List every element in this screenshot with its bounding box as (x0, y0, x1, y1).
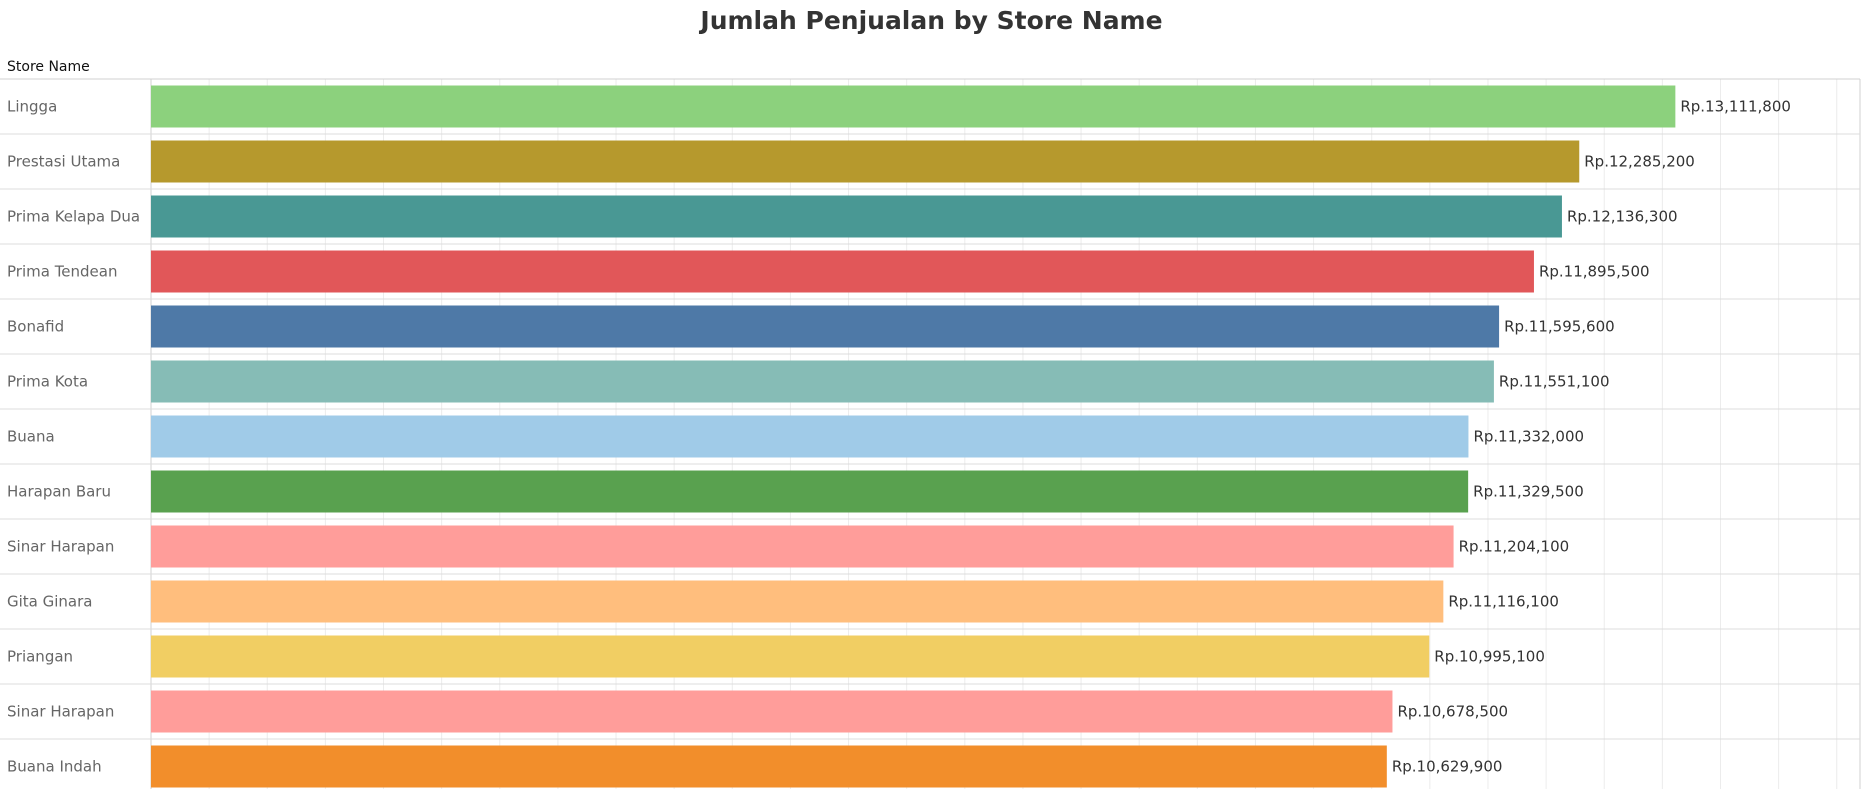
value-label: Rp.11,551,100 (1499, 373, 1610, 391)
bar[interactable] (151, 470, 1469, 513)
labels: Lingga Rp.13,111,800 Prestasi Utama Rp.12,2… (7, 98, 1791, 776)
row-dividers (0, 78, 1861, 789)
bar[interactable] (151, 305, 1500, 348)
value-label: Rp.11,204,100 (1459, 538, 1570, 556)
category-label: Buana Indah (7, 758, 102, 776)
bars (151, 85, 1676, 788)
row-header-label: Store Name (7, 59, 90, 75)
value-label: Rp.11,895,500 (1539, 263, 1650, 281)
chart-title: Jumlah Penjualan by Store Name (700, 6, 1163, 35)
value-label: Rp.11,332,000 (1473, 428, 1584, 446)
category-label: Bonafid (7, 318, 64, 336)
bar[interactable] (151, 360, 1494, 403)
category-label: Gita Ginara (7, 593, 92, 611)
value-label: Rp.11,595,600 (1504, 318, 1615, 336)
value-label: Rp.10,995,100 (1434, 648, 1545, 666)
category-label: Prima Tendean (7, 263, 118, 281)
category-label: Prima Kota (7, 373, 88, 391)
bar[interactable] (151, 525, 1454, 568)
bar[interactable] (151, 690, 1393, 733)
category-label: Sinar Harapan (7, 703, 114, 721)
category-label: Sinar Harapan (7, 538, 114, 556)
value-label: Rp.11,329,500 (1473, 483, 1584, 501)
category-label: Buana (7, 428, 55, 446)
bar[interactable] (151, 195, 1562, 238)
category-label: Prima Kelapa Dua (7, 208, 140, 226)
bar[interactable] (151, 745, 1387, 788)
value-label: Rp.12,285,200 (1584, 153, 1695, 171)
value-label: Rp.10,678,500 (1397, 703, 1508, 721)
value-label: Rp.10,629,900 (1392, 758, 1503, 776)
category-label: Priangan (7, 648, 73, 666)
bar[interactable] (151, 580, 1444, 623)
value-label: Rp.11,116,100 (1448, 593, 1559, 611)
bar[interactable] (151, 635, 1430, 678)
bar[interactable] (151, 250, 1534, 293)
bar[interactable] (151, 85, 1676, 128)
category-label: Lingga (7, 98, 57, 116)
value-label: Rp.13,111,800 (1680, 98, 1791, 116)
category-label: Prestasi Utama (7, 153, 120, 171)
value-label: Rp.12,136,300 (1567, 208, 1678, 226)
bar[interactable] (151, 140, 1580, 183)
category-label: Harapan Baru (7, 483, 111, 501)
bar[interactable] (151, 415, 1469, 458)
